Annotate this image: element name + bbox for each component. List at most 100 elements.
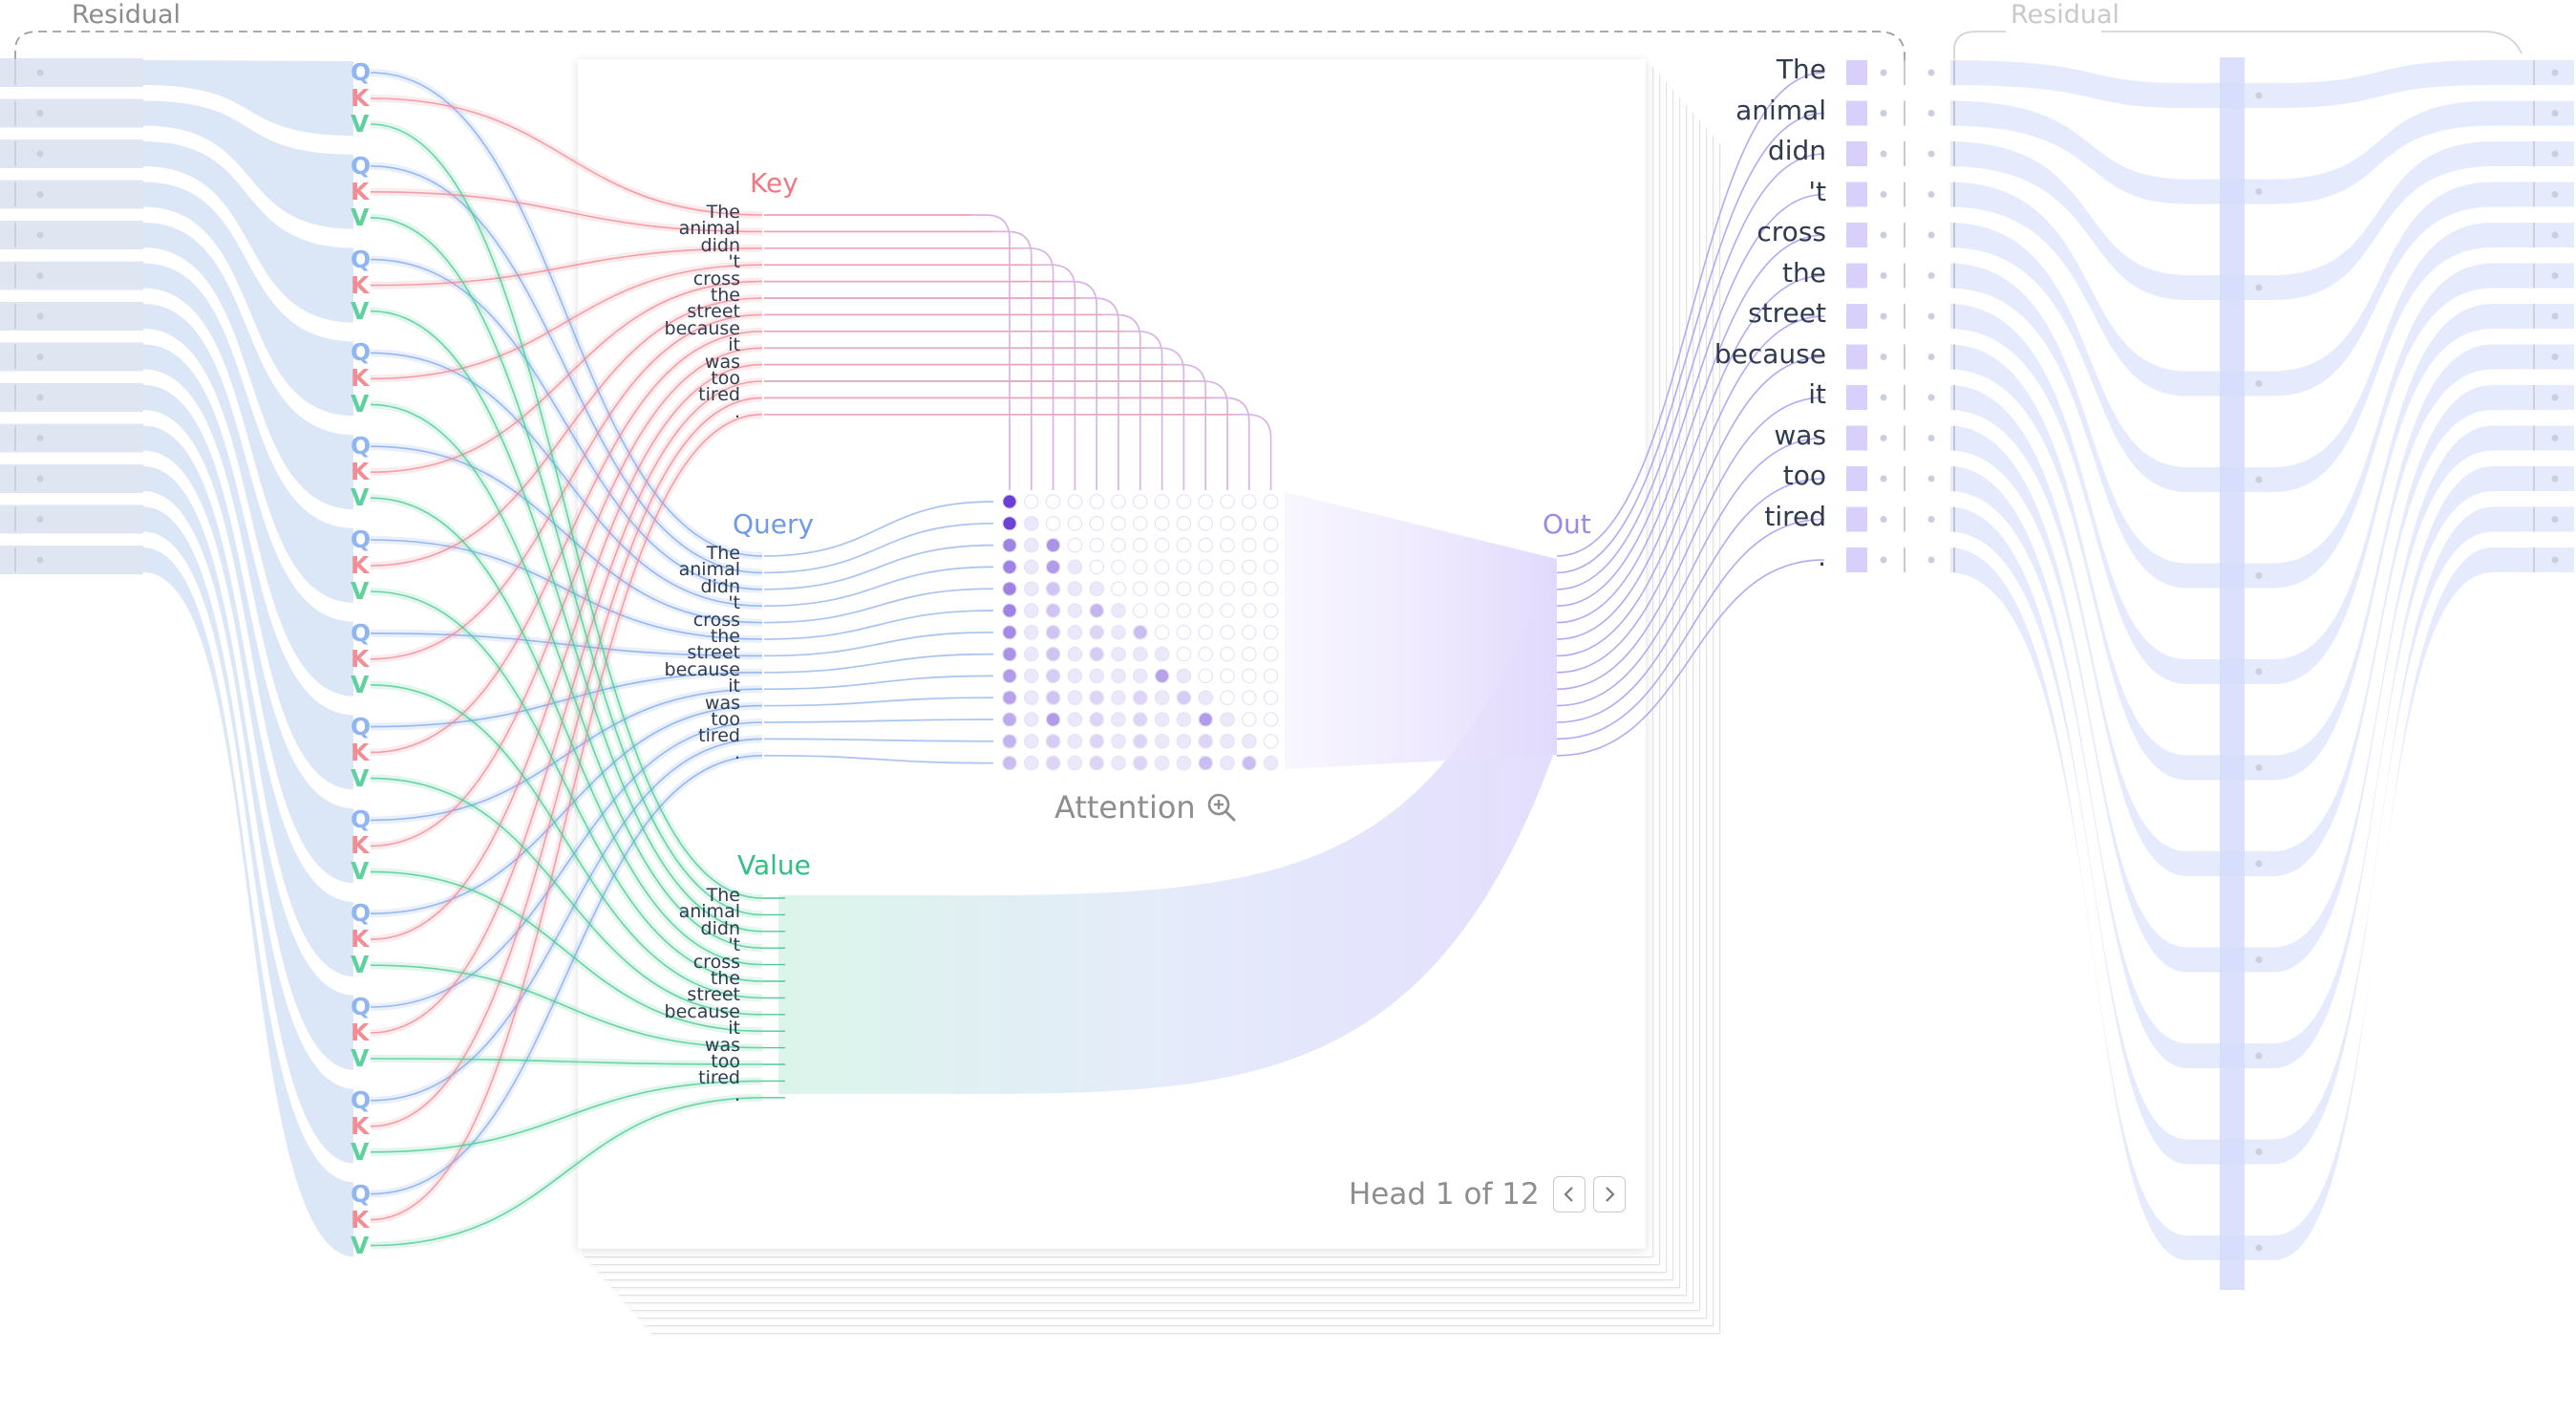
attention-cell: [1002, 515, 1017, 531]
attention-cell: [1111, 755, 1126, 771]
attention-cell: [1089, 537, 1104, 553]
attention-cell: [1111, 624, 1126, 640]
out-token-marker: [1846, 141, 1867, 166]
residual-dot: [2551, 110, 2559, 117]
residual-band: [0, 462, 357, 1075]
qkv-line: [370, 755, 763, 1195]
out-wire: [1556, 112, 1825, 574]
out-token-label: didn: [1767, 135, 1826, 166]
qkv-letter-q: Q: [351, 993, 372, 1020]
qkv-letter-q: Q: [351, 712, 372, 740]
residual-band: [0, 544, 357, 1261]
residual-dot: [2255, 764, 2263, 771]
attention-cell: [1024, 494, 1039, 509]
residual-dot: [2551, 191, 2559, 198]
residual-dot: [36, 191, 44, 198]
key-token-label: the: [710, 285, 740, 306]
qkv-letter-v: V: [351, 390, 370, 418]
qkv-line: [370, 310, 763, 933]
value-token-label: animal: [678, 901, 740, 923]
residual-band-cap: [0, 302, 143, 331]
out-wire: [1556, 234, 1825, 624]
attention-cell: [1067, 494, 1083, 509]
out-wires: [1556, 72, 1825, 757]
attention-cell: [1242, 668, 1257, 684]
qkv-line: [370, 403, 763, 949]
out-wire: [1556, 193, 1825, 607]
attention-cell: [1111, 646, 1126, 662]
residual-band: [1947, 259, 2576, 592]
key-token-label: .: [734, 400, 740, 422]
key-wire: [764, 313, 1141, 490]
qkv-letter-q: Q: [351, 899, 372, 928]
residual-band: [0, 421, 357, 981]
attention-cell: [1176, 559, 1192, 575]
qkv-letter-q: Q: [351, 618, 372, 647]
next-head-button[interactable]: [1592, 1176, 1626, 1212]
out-token-marker: [1846, 182, 1867, 207]
residual-band: [0, 219, 357, 514]
attention-cell: [1002, 712, 1017, 727]
attention-cell: [1198, 624, 1213, 640]
attention-cell: [1220, 733, 1235, 749]
attention-cell: [1045, 559, 1061, 575]
out-token-marker: [1846, 466, 1867, 491]
attention-label-group: Attention: [1054, 789, 1238, 826]
residual-band: [0, 503, 357, 1168]
attention-cell: [1154, 537, 1170, 553]
key-wire: [764, 247, 1054, 490]
attention-cell: [1111, 690, 1126, 705]
attention-cell: [1263, 690, 1279, 705]
out-token-marker: [1846, 100, 1867, 126]
previous-head-button[interactable]: [1552, 1176, 1586, 1212]
residual-dot: [1927, 394, 1935, 401]
attention-cell: [1067, 559, 1083, 575]
attention-cell: [1263, 733, 1279, 749]
residual-dot: [1927, 231, 1935, 239]
qkv-line: [370, 397, 763, 1127]
residual-band: [1947, 461, 2576, 1072]
value-token-label: .: [734, 1083, 740, 1105]
out-token-label: cross: [1756, 216, 1826, 247]
residual-dot: [1927, 556, 1935, 564]
attention-cell: [1067, 537, 1083, 553]
attention-cell: [1067, 515, 1083, 531]
query-section-title: Query: [733, 508, 815, 540]
attention-cell: [1220, 559, 1235, 575]
attention-matrix[interactable]: [1002, 494, 1279, 771]
qkv-line: [370, 688, 763, 822]
qkv-letter-v: V: [351, 483, 370, 512]
attention-cell: [1220, 537, 1235, 553]
qkv-letter-q: Q: [351, 526, 372, 553]
attention-cell: [1089, 733, 1104, 749]
attention-cell: [1176, 603, 1192, 618]
residual-dot: [2255, 92, 2263, 99]
attention-cell: [1154, 668, 1170, 684]
residual-dot: [1880, 231, 1887, 239]
attention-cell: [1198, 581, 1213, 596]
zoom-in-icon[interactable]: [1205, 791, 1238, 824]
qkv-letter-k: K: [351, 551, 370, 579]
attention-cell: [1024, 603, 1039, 618]
residual-dot: [2255, 956, 2263, 963]
key-wire: [764, 280, 1098, 490]
qkv-letter-k: K: [351, 1019, 370, 1046]
qkv-line: [370, 363, 763, 940]
attention-to-out-ribbon: [1285, 492, 1557, 769]
out-token-label: The: [1776, 54, 1826, 85]
qkv-letter-k: K: [351, 644, 370, 673]
attention-cell: [1089, 515, 1104, 531]
attention-cell: [1176, 494, 1192, 509]
attention-cell: [1045, 581, 1061, 596]
value-token-label: 't: [728, 934, 740, 956]
residual-bracket-left: [14, 31, 1905, 61]
attention-cell: [1176, 668, 1192, 684]
attention-cell: [1176, 624, 1192, 640]
residual-band: [1947, 178, 2576, 400]
out-token-label: because: [1714, 337, 1826, 370]
attention-cell: [1220, 712, 1235, 727]
qkv-line: [370, 497, 763, 966]
key-token-label: animal: [678, 218, 740, 240]
attention-cell: [1133, 603, 1148, 618]
chevron-right-icon: [1605, 1187, 1615, 1202]
